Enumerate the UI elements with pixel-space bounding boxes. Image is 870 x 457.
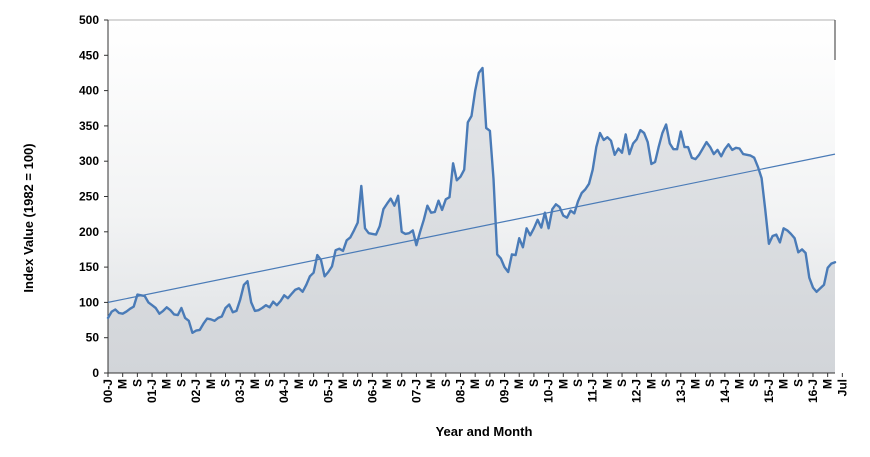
x-tick-label: 01-J (145, 379, 159, 403)
x-tick-label: 16-J (806, 379, 820, 403)
x-tick-label: M (644, 379, 658, 389)
x-tick-label: S (703, 379, 717, 387)
x-tick-label: S (615, 379, 629, 387)
y-tick-label: 200 (79, 225, 99, 239)
x-tick-label: M (380, 379, 394, 389)
x-tick-label: Jul (835, 379, 849, 396)
x-tick-label: 06-J (365, 379, 379, 403)
x-tick-label: S (351, 379, 365, 387)
x-tick-label: M (777, 379, 791, 389)
x-tick-label: 08-J (454, 379, 468, 403)
x-tick-label: 03-J (233, 379, 247, 403)
x-axis (107, 372, 843, 377)
x-tick-labels: 00-J M S 01-J M S 02-J M S 03-J M S 04-J M S 05-J M S 06-J… (101, 379, 849, 403)
x-tick-label: S (439, 379, 453, 387)
x-tick-label: M (689, 379, 703, 389)
y-tick-label: 250 (79, 190, 99, 204)
x-tick-label: S (307, 379, 321, 387)
x-tick-label: 09-J (498, 379, 512, 403)
x-tick-label: S (659, 379, 673, 387)
x-tick-label: M (556, 379, 570, 389)
y-tick-label: 0 (92, 366, 99, 380)
series-line-index-value (106, 66, 837, 334)
x-tick-label: 07-J (409, 379, 423, 403)
y-tick-label: 50 (86, 331, 100, 345)
y-axis-title: Index Value (1982 = 100) (21, 143, 36, 292)
y-tick-label: 450 (79, 48, 99, 62)
x-tick-label: M (512, 379, 526, 389)
x-axis-title: Year and Month (436, 424, 533, 439)
y-tick-label: 400 (79, 84, 99, 98)
x-tick-label: M (116, 379, 130, 389)
x-tick-label: M (292, 379, 306, 389)
x-tick-label: S (527, 379, 541, 387)
x-tick-label: M (468, 379, 482, 389)
x-tick-label: M (336, 379, 350, 389)
x-tick-label: M (248, 379, 262, 389)
y-tick-label: 350 (79, 119, 99, 133)
x-tick-label: 13-J (674, 379, 688, 403)
x-tick-label: M (204, 379, 218, 389)
y-tick-label: 500 (79, 13, 99, 27)
x-tick-label: 10-J (542, 379, 556, 403)
x-tick-label: M (821, 379, 835, 389)
x-tick-label: S (483, 379, 497, 387)
x-tick-label: S (747, 379, 761, 387)
x-tick-label: 11-J (586, 379, 600, 402)
y-axis (104, 19, 109, 374)
x-tick-label: S (263, 379, 277, 387)
y-tick-labels: 0 50 100 150 200 250 300 350 400 450 500 (79, 13, 99, 380)
y-tick-label: 150 (79, 260, 99, 274)
x-tick-label: S (395, 379, 409, 387)
x-tick-label: 15-J (762, 379, 776, 403)
x-tick-label: S (571, 379, 585, 387)
x-tick-label: S (130, 379, 144, 387)
x-tick-label: S (219, 379, 233, 387)
x-tick-label: M (160, 379, 174, 389)
x-tick-label: M (424, 379, 438, 389)
trend-line (107, 153, 836, 303)
x-tick-label: 14-J (718, 379, 732, 403)
x-tick-label: 05-J (321, 379, 335, 403)
x-tick-label: M (733, 379, 747, 389)
x-tick-label: 12-J (630, 379, 644, 403)
x-tick-label: M (600, 379, 614, 389)
x-tick-label: S (791, 379, 805, 387)
x-tick-label: S (174, 379, 188, 387)
x-tick-label: 04-J (277, 379, 291, 403)
y-tick-label: 100 (79, 295, 99, 309)
x-tick-label: 00-J (101, 379, 115, 403)
x-tick-label: 02-J (189, 379, 203, 403)
y-tick-label: 300 (79, 154, 99, 168)
